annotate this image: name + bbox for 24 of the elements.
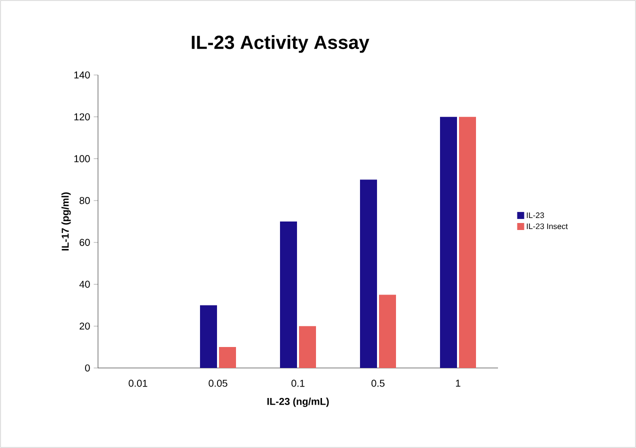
x-tick-label: 0.01 (128, 380, 148, 387)
x-tick-label: 0.5 (371, 380, 385, 387)
y-tick-label: 0 (85, 364, 90, 372)
y-tick-label: 20 (80, 322, 90, 330)
y-tick-label: 80 (80, 197, 90, 204)
bar (360, 180, 378, 368)
x-tick-label: 0.1 (291, 380, 304, 387)
bar (379, 294, 396, 368)
bar (219, 347, 236, 368)
y-tick-label: 140 (74, 71, 90, 79)
bar (440, 116, 458, 368)
x-tick-label: 1 (456, 380, 460, 387)
y-axis-title: IL-17 (pg/ml) (61, 192, 71, 250)
y-tick-label: 100 (74, 155, 90, 162)
y-tick-label: 120 (74, 113, 90, 120)
chart-title: IL-23 Activity Assay (192, 35, 370, 53)
bar (280, 221, 298, 368)
y-tick-label: 60 (80, 238, 90, 246)
y-tick-label: 40 (79, 280, 90, 288)
bar (299, 326, 316, 368)
bar (459, 116, 476, 368)
bar (200, 305, 218, 368)
x-tick-label: 0.05 (208, 380, 228, 387)
x-axis-title: IL-23 (ng/mL) (267, 398, 329, 407)
